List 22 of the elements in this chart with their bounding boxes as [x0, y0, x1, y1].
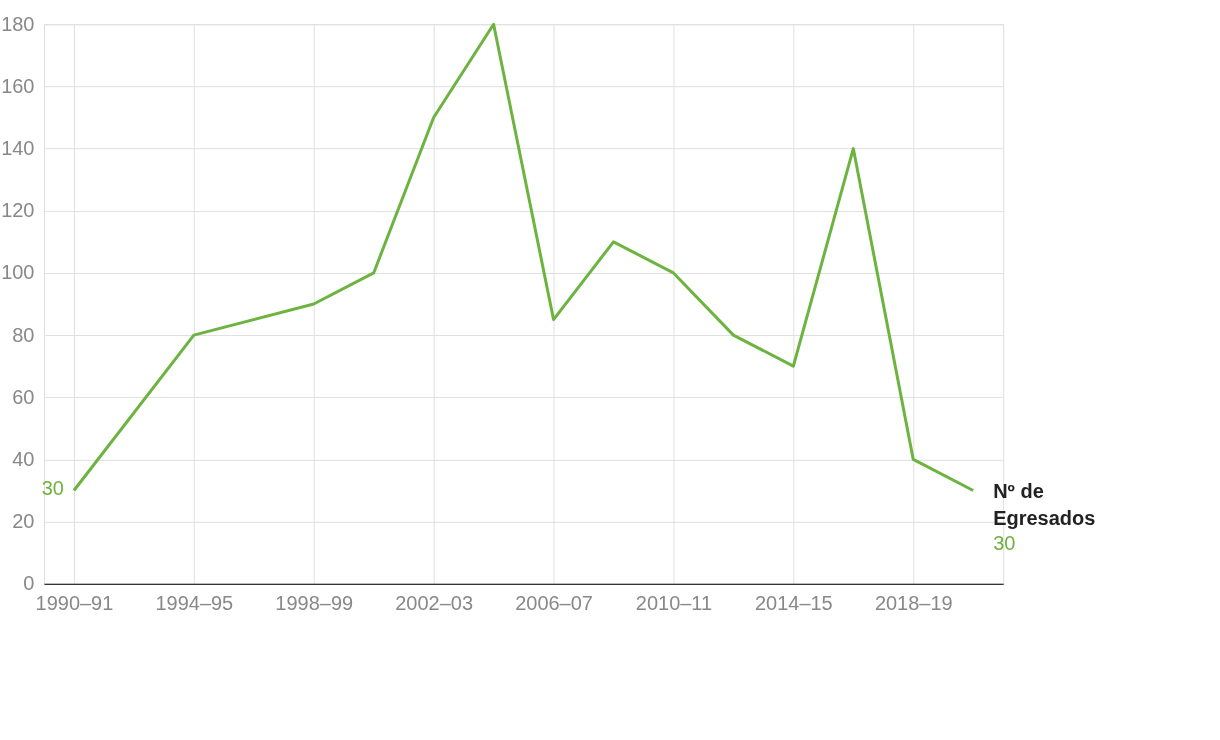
x-tick-label: 2010–11 [635, 592, 713, 615]
x-tick-label: 1994–95 [155, 592, 234, 615]
y-tick-label: 100 [1, 261, 35, 284]
y-tick-label: 80 [12, 323, 35, 346]
y-tick-label: 140 [1, 137, 35, 160]
y-tick-label: 40 [12, 447, 35, 470]
y-tick-label: 20 [12, 510, 35, 533]
x-tick-label: 1990–91 [35, 592, 114, 615]
y-tick-label: 60 [12, 385, 35, 408]
y-tick-label: 160 [1, 74, 35, 97]
x-tick-label: 2018–19 [874, 592, 953, 615]
data-label: 30 [41, 476, 64, 499]
x-tick-label: 2014–15 [754, 592, 833, 615]
x-tick-label: 2006–07 [515, 592, 593, 615]
y-tick-label: 0 [23, 572, 35, 595]
data-label: 30 [993, 532, 1016, 555]
x-tick-label: 1998–99 [275, 592, 354, 615]
y-tick-label: 180 [1, 12, 35, 35]
line-series [72, 22, 975, 493]
series-label: Nº de Egresados [993, 479, 1096, 530]
x-tick-label: 2002–03 [395, 592, 474, 615]
y-tick-label: 120 [1, 199, 35, 222]
